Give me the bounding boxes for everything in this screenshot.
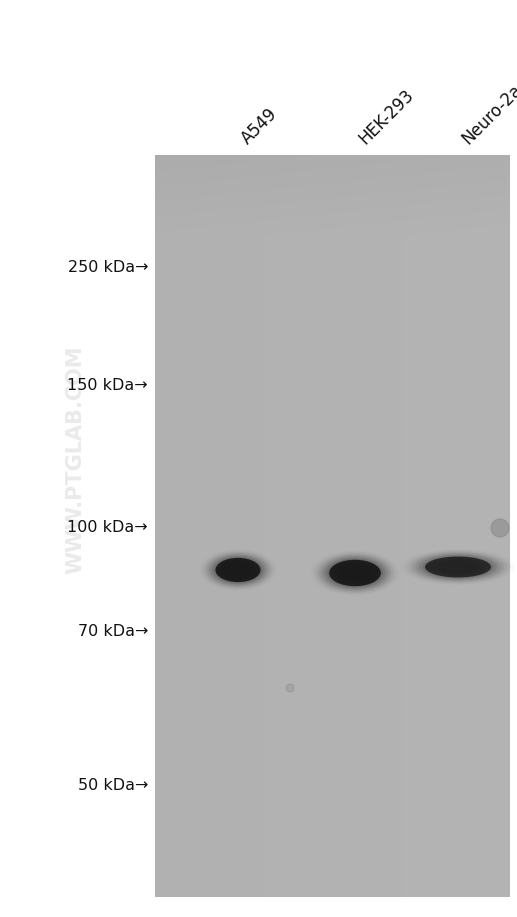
Ellipse shape [214, 557, 262, 583]
Ellipse shape [419, 555, 497, 580]
Ellipse shape [322, 556, 388, 590]
Ellipse shape [412, 552, 504, 581]
Ellipse shape [338, 564, 372, 581]
Ellipse shape [416, 554, 500, 580]
Circle shape [286, 684, 294, 692]
Ellipse shape [221, 561, 255, 580]
Ellipse shape [211, 556, 265, 584]
Ellipse shape [408, 551, 508, 582]
Ellipse shape [313, 552, 397, 594]
Text: Neuro-2a: Neuro-2a [458, 81, 517, 148]
Text: 250 kDa→: 250 kDa→ [68, 260, 148, 274]
Ellipse shape [426, 557, 490, 577]
Ellipse shape [219, 559, 257, 580]
Text: 100 kDa→: 100 kDa→ [67, 520, 148, 535]
Text: HEK-293: HEK-293 [355, 86, 417, 148]
Text: WWW.PTGLAB.COM: WWW.PTGLAB.COM [65, 346, 85, 574]
Ellipse shape [223, 562, 253, 578]
Text: 70 kDa→: 70 kDa→ [78, 624, 148, 639]
Ellipse shape [329, 559, 381, 586]
Ellipse shape [405, 550, 511, 584]
Ellipse shape [433, 559, 483, 575]
Ellipse shape [430, 558, 486, 576]
Ellipse shape [330, 560, 380, 586]
Ellipse shape [436, 560, 479, 574]
Ellipse shape [216, 558, 260, 581]
Ellipse shape [319, 555, 391, 591]
Ellipse shape [327, 558, 383, 587]
Ellipse shape [207, 553, 269, 587]
Ellipse shape [204, 552, 272, 588]
Text: A549: A549 [238, 105, 281, 148]
Ellipse shape [332, 561, 377, 584]
Ellipse shape [325, 558, 386, 589]
Ellipse shape [425, 557, 491, 578]
Circle shape [491, 519, 509, 537]
Ellipse shape [316, 553, 394, 592]
Ellipse shape [216, 558, 261, 582]
Ellipse shape [336, 563, 375, 583]
Ellipse shape [209, 555, 267, 586]
Ellipse shape [202, 550, 274, 590]
Text: 50 kDa→: 50 kDa→ [78, 778, 148, 792]
Ellipse shape [422, 556, 494, 579]
Text: 150 kDa→: 150 kDa→ [67, 378, 148, 392]
